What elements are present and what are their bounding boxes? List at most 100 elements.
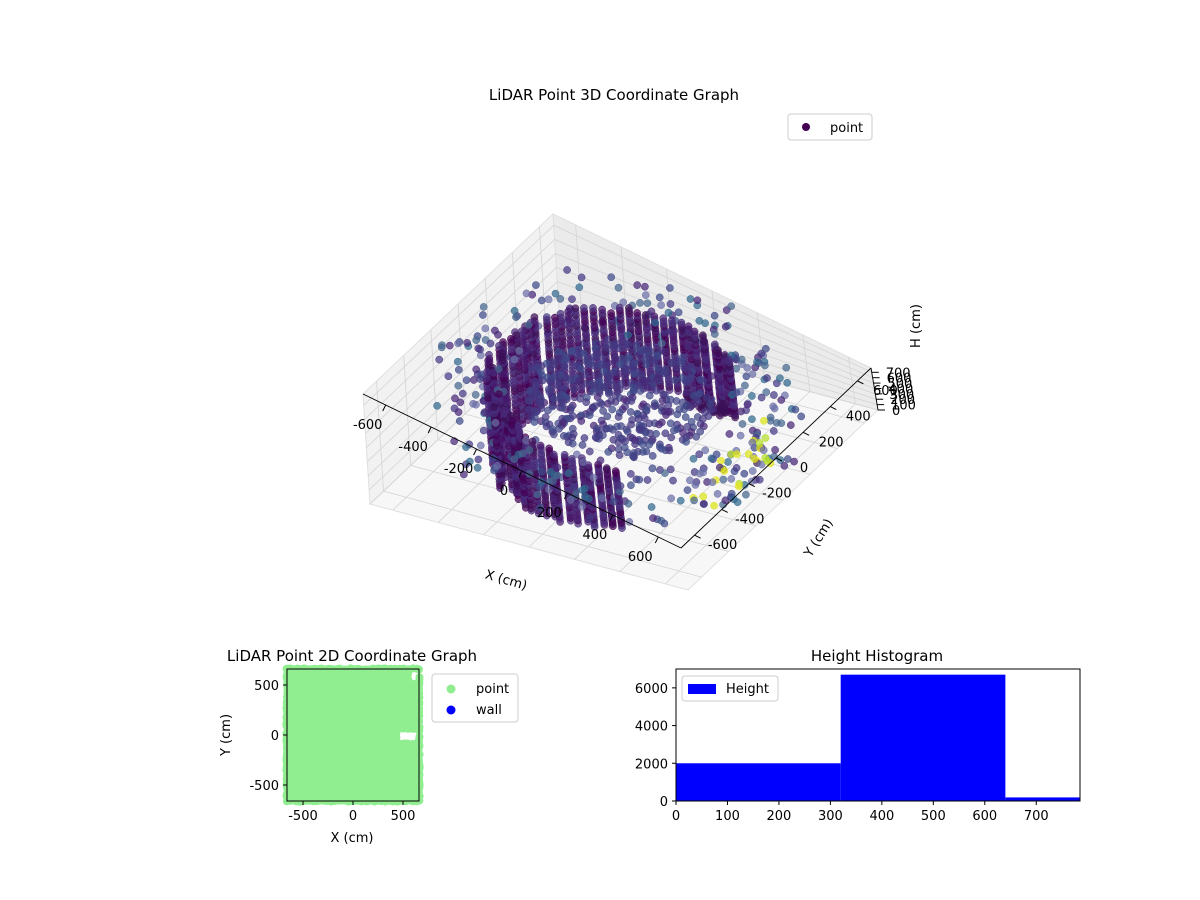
y-tick-label: -200	[762, 487, 792, 502]
point-marker	[580, 304, 588, 312]
point-marker	[668, 358, 676, 367]
point-marker	[782, 363, 791, 372]
point-marker	[615, 451, 624, 459]
point-marker	[524, 397, 533, 405]
point-marker	[608, 405, 617, 414]
point-marker	[761, 434, 770, 442]
point-marker	[560, 450, 569, 459]
chart-2d: LiDAR Point 2D Coordinate Graph -500 0 500…	[219, 647, 519, 846]
point-marker	[493, 462, 502, 470]
point-marker	[713, 490, 722, 498]
point-marker	[624, 499, 633, 508]
point-marker	[567, 454, 576, 463]
point-marker	[454, 381, 463, 390]
point-marker	[734, 482, 743, 491]
point-marker	[690, 496, 698, 505]
point-marker	[512, 313, 520, 322]
y-tick-label: -600	[708, 538, 738, 553]
z-tick-label: 700	[886, 366, 911, 381]
chart-3d: LiDAR Point 3D Coordinate Graph -600-400…	[353, 86, 924, 594]
point-marker	[445, 341, 454, 350]
point-marker	[657, 339, 666, 348]
point-marker	[627, 420, 635, 429]
point-marker	[686, 295, 695, 303]
point-marker	[733, 450, 741, 459]
point-marker	[545, 444, 553, 453]
point-marker	[518, 449, 527, 458]
point-marker	[738, 420, 747, 428]
point-marker	[596, 456, 605, 465]
point-marker	[479, 303, 488, 311]
x-tick-label: 0	[500, 484, 508, 499]
point-marker	[469, 399, 477, 408]
point-marker	[609, 435, 618, 444]
point-marker	[507, 335, 515, 343]
point-marker	[686, 403, 694, 412]
point-marker	[604, 448, 613, 456]
point-marker	[479, 426, 488, 435]
point-marker	[670, 426, 678, 435]
point-marker	[659, 314, 668, 323]
point-marker	[486, 339, 495, 348]
point-marker	[713, 346, 722, 354]
point-marker	[650, 312, 659, 321]
point-marker	[609, 497, 618, 506]
point-marker	[602, 464, 611, 472]
point-marker	[530, 418, 539, 426]
chart-3d-legend: point	[787, 113, 873, 141]
point-marker	[667, 433, 676, 442]
point-marker	[567, 347, 576, 356]
point-marker	[491, 418, 500, 427]
point-marker	[708, 478, 717, 487]
point-marker	[474, 455, 483, 464]
point-marker	[630, 370, 639, 379]
point-marker	[536, 441, 545, 450]
point-marker	[696, 375, 705, 384]
point-marker	[658, 396, 667, 405]
point-marker	[500, 409, 509, 418]
point-marker	[737, 407, 745, 416]
point-marker	[710, 501, 718, 510]
point-marker	[744, 450, 753, 458]
grid-line	[403, 355, 412, 466]
point-marker	[571, 304, 580, 313]
point-marker	[589, 304, 597, 312]
point-marker	[645, 391, 654, 400]
point-marker	[652, 386, 661, 395]
x-tick-label: 600	[628, 550, 653, 565]
point-marker	[721, 496, 730, 505]
point-marker	[641, 428, 650, 437]
point-marker	[578, 441, 587, 449]
point-marker	[454, 365, 463, 374]
point-marker	[615, 369, 623, 378]
point-marker	[608, 381, 617, 389]
point-marker	[721, 322, 730, 331]
point-marker	[651, 318, 660, 327]
point-marker	[577, 417, 586, 425]
point-marker	[748, 370, 757, 378]
point-marker	[719, 475, 728, 484]
point-marker	[615, 385, 624, 394]
point-marker	[581, 370, 589, 379]
point-marker	[661, 469, 669, 477]
point-marker	[669, 476, 677, 485]
x-tick-label: 200	[537, 506, 562, 521]
point-marker	[472, 365, 481, 374]
point-marker	[471, 390, 480, 399]
point-marker	[732, 464, 741, 472]
point-marker	[666, 419, 675, 428]
point-marker	[582, 398, 591, 407]
point-marker	[555, 424, 563, 433]
point-marker	[743, 400, 752, 409]
point-marker	[624, 331, 632, 339]
point-marker	[776, 374, 784, 383]
point-marker	[551, 313, 559, 322]
point-marker	[582, 331, 590, 340]
point-marker	[690, 327, 699, 336]
point-marker	[760, 416, 768, 425]
chart-3d-points	[433, 266, 806, 532]
point-marker	[615, 344, 623, 353]
point-marker	[663, 369, 671, 378]
point-marker	[648, 464, 657, 473]
grid-line	[430, 329, 439, 440]
